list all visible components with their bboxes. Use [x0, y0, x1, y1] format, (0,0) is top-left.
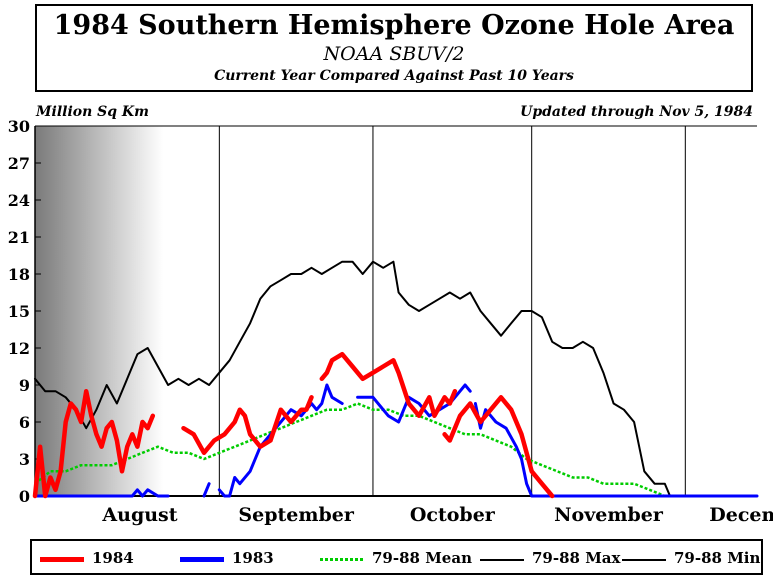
series-line-y1983 [204, 484, 209, 496]
x-month-label: Decem [709, 504, 773, 526]
legend-swatch-max [480, 559, 524, 561]
legend-swatch-1984 [40, 557, 84, 562]
y-tick-label: 18 [8, 265, 30, 284]
legend: 1984 1983 79-88 Mean 79-88 Max 79-88 Min [30, 539, 763, 575]
x-month-label: November [554, 504, 664, 526]
y-tick-label: 27 [8, 154, 30, 173]
legend-swatch-mean [320, 558, 364, 561]
y-tick-label: 12 [8, 339, 30, 358]
x-month-label: September [238, 504, 354, 526]
y-tick-label: 0 [19, 487, 30, 506]
x-month-label: October [410, 504, 496, 526]
y-tick-label: 24 [8, 191, 30, 210]
legend-swatch-1983 [180, 557, 224, 562]
y-tick-label: 15 [8, 302, 30, 321]
y-tick-label: 21 [8, 228, 30, 247]
series-line-y1983 [475, 404, 757, 497]
legend-label-1984: 1984 [92, 549, 134, 567]
y-tick-label: 9 [19, 376, 30, 395]
series-line-y1984 [322, 354, 455, 416]
legend-label-min: 79-88 Min [674, 549, 760, 567]
series-line-y1984 [445, 397, 553, 496]
y-tick-label: 3 [19, 450, 30, 469]
series-line-y1984 [184, 397, 312, 453]
y-tick-label: 6 [19, 413, 30, 432]
series-line-y1983 [219, 385, 342, 496]
legend-label-mean: 79-88 Mean [372, 549, 472, 567]
y-tick-label: 30 [8, 117, 30, 136]
legend-label-max: 79-88 Max [532, 549, 620, 567]
chart-plot: 0 3 6 9 12 15 18 21 24 27 30 August September October… [0, 0, 773, 540]
legend-swatch-min [622, 559, 666, 561]
legend-label-1983: 1983 [232, 549, 274, 567]
x-month-label: August [101, 504, 177, 526]
